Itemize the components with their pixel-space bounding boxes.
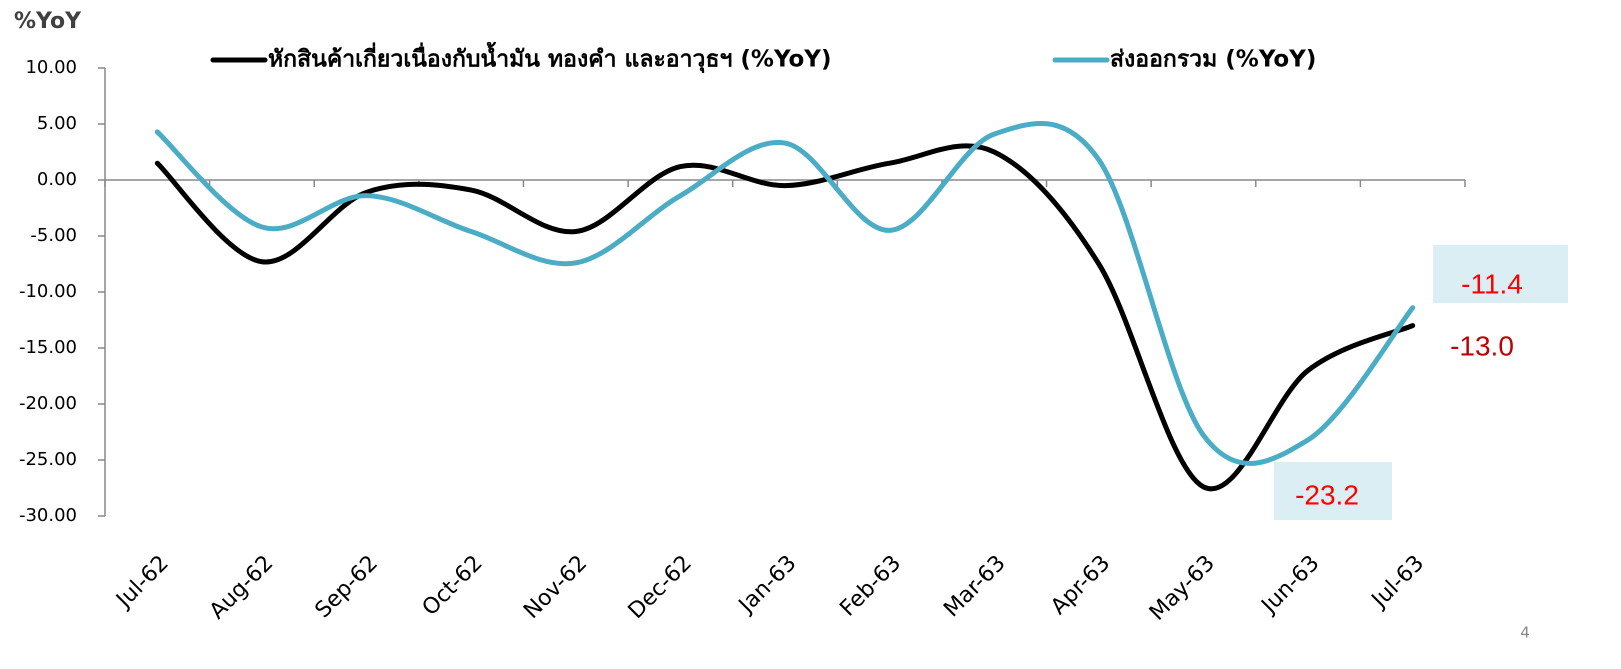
value-label: -13.0 (1450, 330, 1514, 361)
x-tick-label: May-63 (1145, 551, 1220, 626)
y-axis-label: %YoY (14, 9, 82, 34)
y-tick-label: -10.00 (19, 281, 77, 302)
x-tick-label: Sep-62 (311, 551, 383, 623)
x-tick-label: Jul-63 (1366, 551, 1429, 614)
y-tick-label: 5.00 (37, 113, 77, 134)
x-tick-label: Nov-62 (519, 551, 592, 624)
x-tick-label: Jul-62 (111, 551, 174, 614)
x-tick-label: Feb-63 (835, 551, 906, 622)
x-tick-label: Jan-63 (733, 551, 801, 619)
series-line (154, 143, 1416, 492)
y-tick-label: -5.00 (30, 225, 77, 246)
x-tick-label: Apr-63 (1046, 551, 1115, 620)
x-tick-label: Dec-62 (624, 551, 697, 624)
x-tick-label: Oct-62 (418, 551, 488, 621)
legend-label: หักสินค้าเกี่ยวเนื่องกับน้ำมัน ทองคำ และ… (268, 42, 831, 74)
y-tick-label: 10.00 (25, 57, 77, 78)
page-number: 4 (1520, 624, 1530, 642)
x-tick-label: Aug-62 (205, 551, 278, 624)
y-tick-label: 0.00 (37, 169, 77, 190)
x-tick-label: Jun-63 (1256, 551, 1325, 620)
value-label: -23.2 (1295, 479, 1359, 510)
y-tick-label: -30.00 (19, 505, 77, 526)
y-tick-label: -15.00 (19, 337, 77, 358)
series-line (154, 121, 1416, 466)
y-tick-label: -20.00 (19, 393, 77, 414)
x-tick-label: Mar-63 (939, 551, 1010, 622)
label-box (1433, 245, 1568, 303)
label-box (1274, 462, 1392, 520)
y-tick-label: -25.00 (19, 449, 77, 470)
value-label: -11.4 (1461, 268, 1523, 299)
legend-label: ส่งออกรวม (%YoY) (1110, 47, 1316, 73)
